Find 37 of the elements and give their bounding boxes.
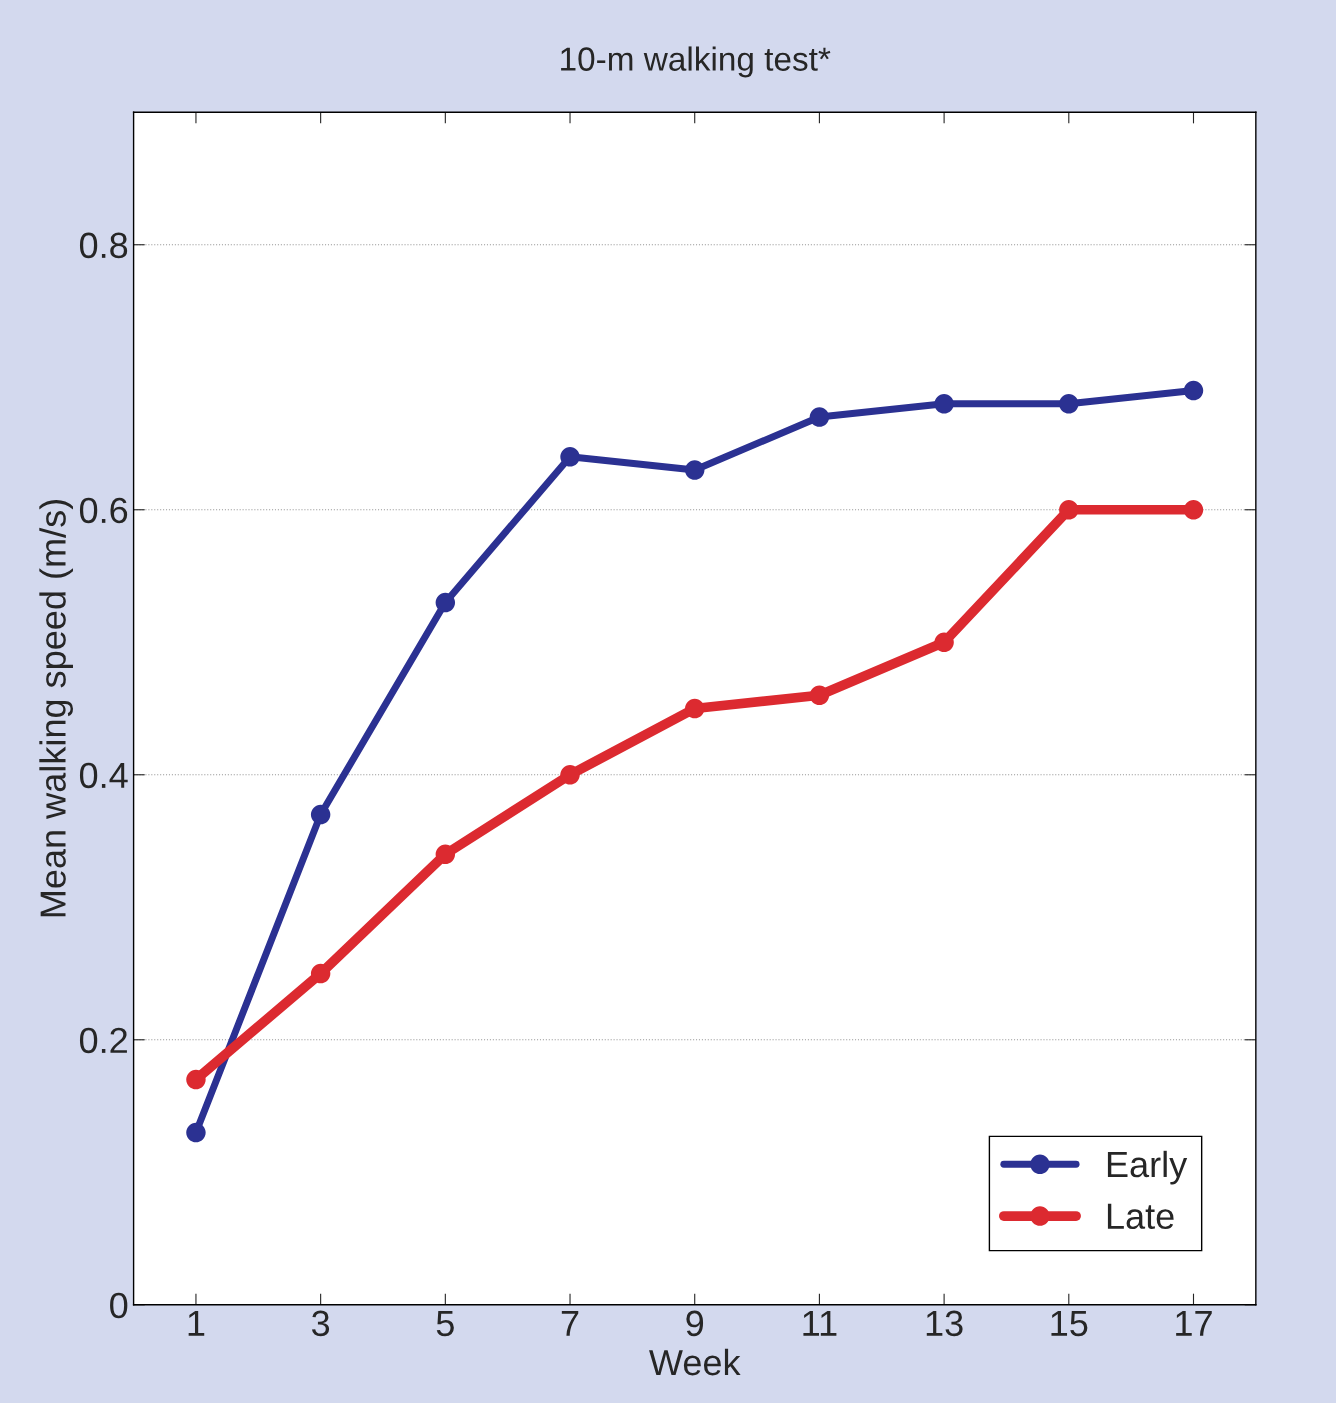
y-axis-title: Mean walking speed (m/s) [39, 500, 73, 917]
x-axis-title: Week [649, 1348, 741, 1376]
point [560, 447, 580, 467]
point [934, 394, 954, 414]
point [1183, 500, 1204, 520]
x-tick-label: 15 [1051, 1310, 1088, 1337]
x-tick-label: 1 [188, 1310, 205, 1336]
point [685, 460, 705, 480]
point [809, 685, 830, 705]
point [1059, 500, 1079, 520]
x-tick-label: 5 [436, 1310, 454, 1337]
y-tick-label: 0.2 [79, 1027, 127, 1054]
legend-label: Late [1107, 1203, 1174, 1230]
point [809, 407, 830, 427]
point [310, 963, 331, 984]
x-tick-label: 11 [803, 1310, 837, 1336]
x-tick-label: 7 [561, 1310, 579, 1336]
point [685, 698, 705, 719]
point [435, 844, 456, 864]
y-tick-label: 0.4 [79, 762, 128, 789]
x-tick-label: 13 [926, 1310, 963, 1337]
x-tick-label: 9 [686, 1310, 704, 1337]
point [1059, 394, 1079, 414]
point [934, 632, 954, 652]
x-tick-label: 3 [311, 1310, 330, 1337]
y-tick-label: 0.8 [79, 232, 128, 259]
point [186, 1069, 206, 1090]
y-tick-label: 0.6 [79, 497, 128, 524]
point [186, 1122, 206, 1143]
point [310, 804, 331, 825]
point [435, 592, 456, 613]
point [1183, 380, 1204, 401]
x-tick-label: 17 [1176, 1310, 1212, 1336]
legend-label: Early [1107, 1150, 1188, 1185]
chart-title: 10-m walking test* [561, 46, 831, 78]
y-tick-label: 0 [110, 1292, 128, 1319]
point [560, 765, 580, 785]
